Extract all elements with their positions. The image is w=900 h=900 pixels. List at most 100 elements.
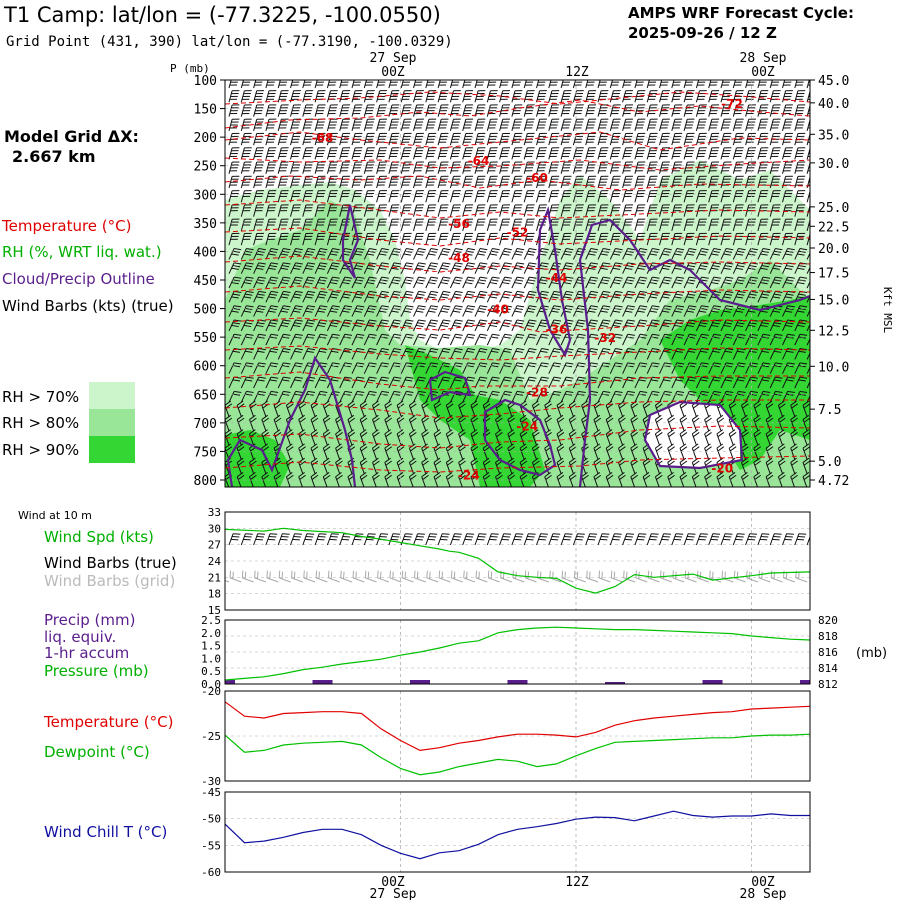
barb-flag (380, 350, 388, 353)
wind-barb (228, 190, 240, 203)
barb-staff (376, 391, 383, 403)
barb-flag (256, 310, 264, 313)
wind-barb (486, 104, 498, 117)
barb-staff (285, 462, 291, 474)
barb-flag (256, 267, 264, 270)
barb-flag (243, 267, 252, 270)
wind-barb (339, 147, 351, 160)
barb-flag (443, 290, 451, 294)
wind-barb (462, 232, 474, 246)
wind-barb (622, 175, 633, 189)
wind-barb (290, 118, 301, 131)
wind-barb (511, 204, 523, 217)
barb-flag (283, 248, 291, 251)
barb-flag (270, 248, 279, 251)
barb-staff (310, 405, 316, 417)
barb-flag (404, 265, 413, 268)
barb-staff (298, 447, 304, 460)
wind-barb (240, 290, 254, 303)
wind-barb (253, 147, 264, 160)
wind-barb (437, 376, 451, 389)
barb-flag (231, 267, 239, 270)
barb-flag (320, 248, 328, 251)
wind-barb (609, 147, 621, 160)
wind-barb (548, 80, 558, 89)
barb-flag (348, 403, 356, 409)
wind-barb (585, 161, 597, 174)
barb-staff (474, 391, 481, 403)
barb-flag (477, 324, 485, 328)
barb-flag (443, 333, 451, 336)
wind-barb (339, 376, 353, 389)
wind-barb (413, 175, 424, 189)
barb-staff (388, 348, 395, 360)
wind-barb (314, 290, 328, 303)
wind-barb (384, 429, 393, 446)
wind-barb (474, 80, 484, 89)
wind-barb (236, 443, 245, 460)
wind-barb (249, 472, 257, 487)
barb-flag (430, 319, 439, 322)
rh90-region-3 (660, 295, 810, 470)
wind-barb (585, 118, 597, 131)
barb-staff (326, 362, 333, 374)
barb-flag (440, 296, 448, 299)
barb-staff (236, 476, 242, 487)
barb-flag (268, 282, 276, 285)
barb-staff (425, 276, 432, 289)
barb-flag (283, 290, 291, 294)
wind-barb (433, 457, 442, 474)
wind-barb (437, 190, 449, 203)
barb-flag (391, 310, 399, 313)
barb-flag (393, 276, 402, 279)
barb-flag (359, 457, 367, 463)
barb-staff (425, 348, 432, 360)
wind-barb (277, 262, 291, 274)
barb-staff (253, 334, 260, 346)
barb-flag (281, 393, 290, 396)
barb-flag (441, 350, 450, 353)
legend-rh90-label: RH > 90% (2, 441, 79, 459)
wind-barb (486, 90, 498, 103)
barb-flag (306, 336, 314, 339)
barb-flag (257, 265, 265, 268)
barb-flag (529, 248, 537, 251)
wind-barb (376, 132, 387, 146)
barb-staff (449, 276, 456, 289)
barb-flag (295, 248, 303, 251)
barb-flag (318, 336, 327, 339)
barb-flag (243, 310, 252, 313)
barb-flag (455, 362, 463, 365)
barb-staff (290, 391, 297, 403)
barb-flag (335, 429, 342, 435)
barb-staff (408, 419, 414, 432)
wind-barb (253, 290, 266, 303)
barb-flag (406, 319, 414, 322)
barb-flag (415, 324, 424, 328)
wind-barb (609, 190, 621, 203)
barb-flag (295, 348, 303, 351)
barb-flag (459, 432, 466, 438)
barb-flag (479, 376, 488, 379)
wind-barb (425, 218, 437, 231)
wind-barb (240, 147, 252, 160)
barb-flag (447, 417, 454, 423)
barb-flag (320, 390, 328, 394)
wind-barb (413, 376, 426, 389)
barb-flag (434, 460, 442, 466)
barb-staff (335, 462, 341, 474)
barb-flag (466, 265, 474, 268)
barb-flag (258, 290, 266, 294)
barb-flag (385, 474, 393, 480)
barb-flag (466, 350, 474, 353)
barb-flag (335, 443, 342, 449)
barb-flag (418, 262, 426, 265)
barb-flag (356, 362, 365, 365)
barb-flag (529, 262, 537, 265)
barb-flag (329, 282, 338, 285)
barb-flag (245, 379, 253, 382)
barb-staff (437, 190, 442, 203)
wind-barb (400, 80, 411, 89)
barb-flag (257, 379, 265, 382)
barb-flag (477, 282, 485, 285)
